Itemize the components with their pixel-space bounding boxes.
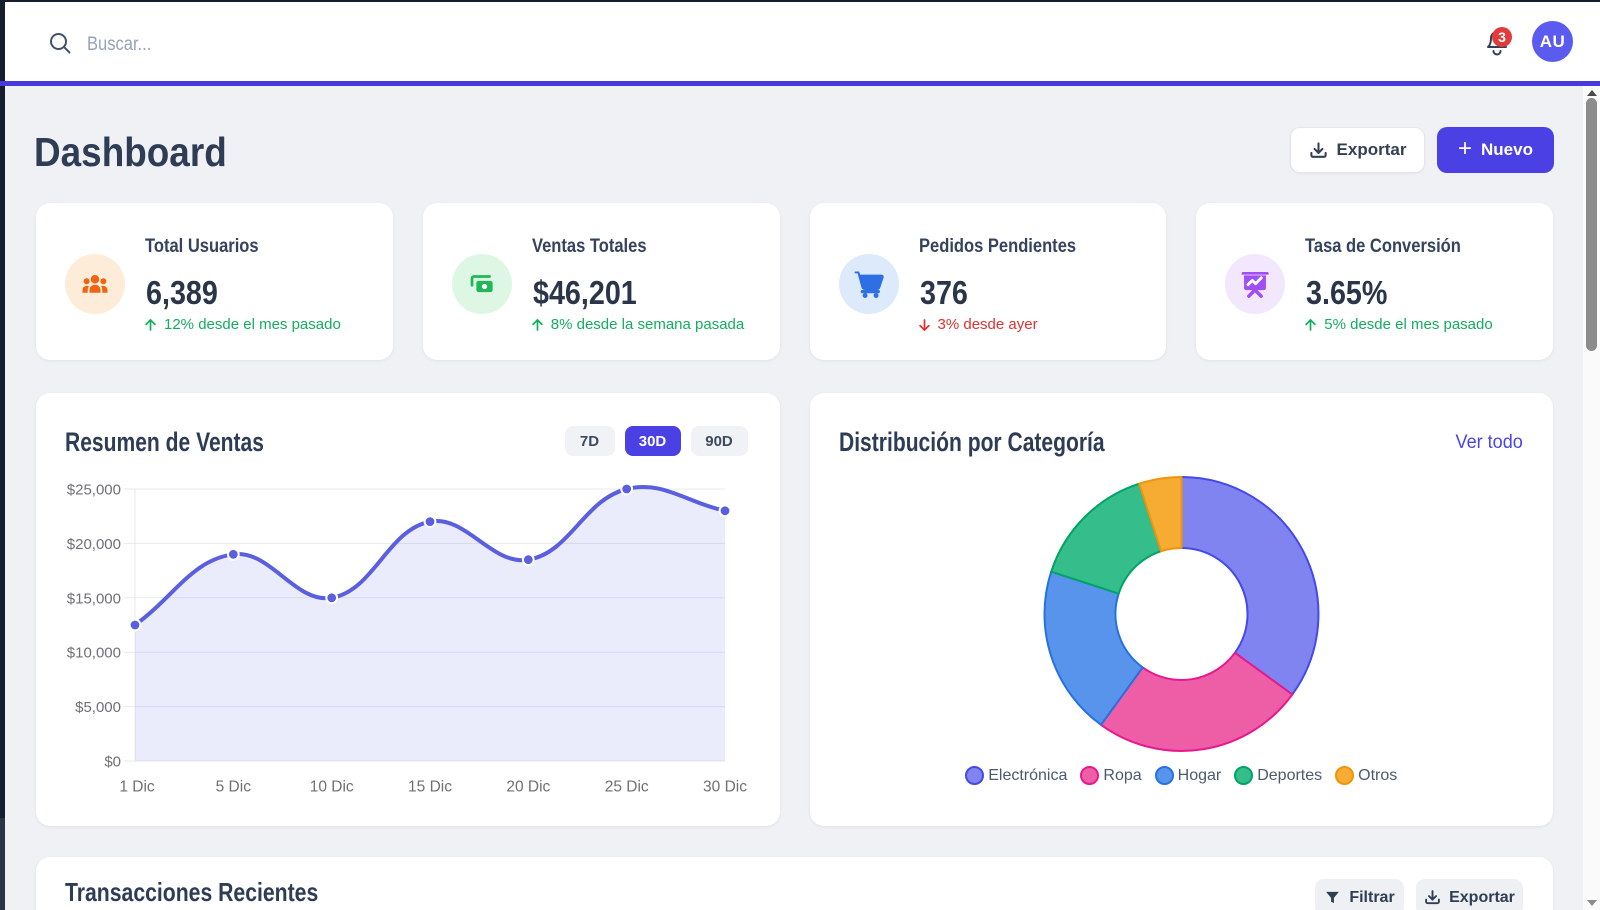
svg-text:$5,000: $5,000 bbox=[75, 699, 121, 716]
svg-text:5 Dic: 5 Dic bbox=[216, 779, 252, 796]
svg-text:$10,000: $10,000 bbox=[67, 645, 121, 662]
svg-text:$15,000: $15,000 bbox=[67, 590, 121, 607]
svg-text:$25,000: $25,000 bbox=[67, 482, 121, 499]
svg-text:$0: $0 bbox=[104, 754, 121, 771]
svg-text:1 Dic: 1 Dic bbox=[119, 779, 155, 796]
svg-text:10 Dic: 10 Dic bbox=[310, 779, 354, 796]
svg-text:20 Dic: 20 Dic bbox=[506, 779, 550, 796]
svg-text:25 Dic: 25 Dic bbox=[605, 779, 649, 796]
svg-text:15 Dic: 15 Dic bbox=[408, 779, 452, 796]
svg-text:$20,000: $20,000 bbox=[67, 536, 121, 553]
svg-text:30 Dic: 30 Dic bbox=[703, 779, 747, 796]
